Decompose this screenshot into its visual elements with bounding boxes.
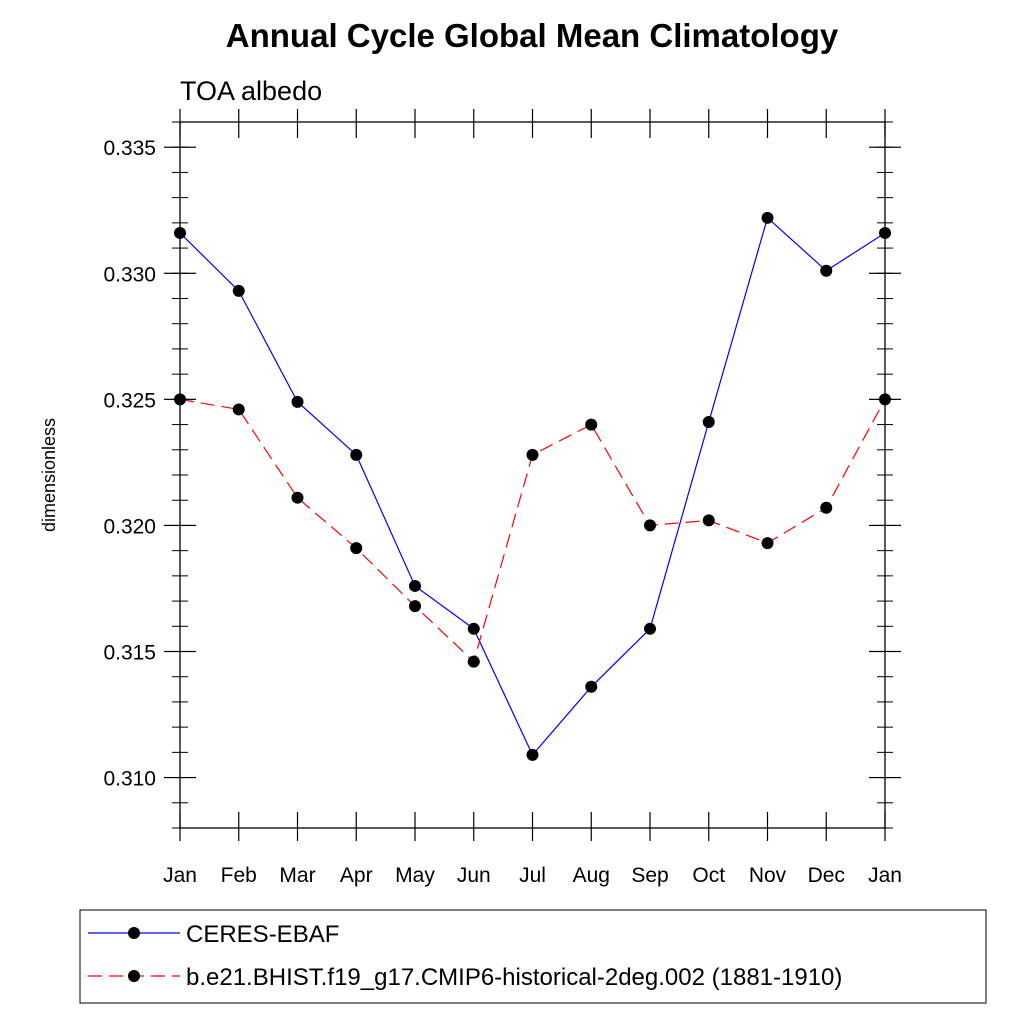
y-tick-label: 0.330 <box>103 263 156 286</box>
data-point <box>879 393 891 406</box>
y-tick-label: 0.335 <box>103 137 156 160</box>
data-point <box>232 403 245 416</box>
legend-label: b.e21.BHIST.f19_g17.CMIP6-historical-2de… <box>186 964 842 991</box>
x-tick-label: Jan <box>868 864 902 887</box>
x-tick-label: Feb <box>221 864 257 887</box>
data-point <box>409 600 421 613</box>
legend-label: CERES-EBAF <box>186 921 339 948</box>
legend-group: CERES-EBAF b.e21.BHIST.f19_g17.CMIP6-hist… <box>88 921 842 991</box>
data-point <box>467 655 480 668</box>
data-point <box>291 491 304 504</box>
data-point <box>702 514 715 527</box>
data-point <box>585 418 598 431</box>
x-tick-label: Oct <box>692 864 725 887</box>
data-point <box>526 448 539 461</box>
y-tick-label: 0.310 <box>103 768 156 791</box>
chart-title: Annual Cycle Global Mean Climatology <box>226 17 839 54</box>
axes-group: Jan Feb Mar Apr May Jun Jul Aug Sep Oct Nov Dec Jan 0… <box>103 109 902 887</box>
data-point <box>820 264 833 277</box>
x-tick-label: Apr <box>340 864 373 887</box>
x-tick-label: Sep <box>631 864 668 887</box>
x-tick-label: Mar <box>279 864 315 887</box>
x-tick-label: Jan <box>163 864 197 887</box>
legend-marker <box>128 970 140 982</box>
data-point <box>644 622 656 635</box>
data-point <box>761 211 774 224</box>
x-tick-label: May <box>395 864 435 887</box>
y-tick-label: 0.325 <box>103 389 156 412</box>
data-point <box>350 542 363 555</box>
x-tick-label: Jul <box>519 864 546 887</box>
legend-marker <box>128 927 140 939</box>
x-tick-label: Aug <box>573 864 610 887</box>
data-point <box>702 416 715 429</box>
x-tick-label: Jun <box>457 864 491 887</box>
data-point <box>174 226 186 239</box>
data-point <box>174 393 186 406</box>
legend-box <box>79 909 987 1004</box>
data-point <box>467 622 480 635</box>
data-point <box>291 395 304 408</box>
y-axis-label: dimensionless <box>39 418 59 532</box>
y-tick-label: 0.315 <box>103 642 156 665</box>
x-tick-label: Nov <box>749 864 787 887</box>
series-group <box>174 211 891 761</box>
data-point <box>350 448 363 461</box>
y-tick-label: 0.320 <box>103 515 156 538</box>
data-point <box>761 537 774 550</box>
data-point <box>409 579 421 592</box>
data-point <box>232 284 245 297</box>
data-point <box>644 519 656 532</box>
data-point <box>526 748 539 761</box>
series-line <box>179 216 886 756</box>
chart-subtitle: TOA albedo <box>180 76 322 106</box>
data-point <box>585 680 598 693</box>
data-point <box>820 501 833 514</box>
x-tick-label: Dec <box>808 864 845 887</box>
data-point <box>879 226 891 239</box>
series-line <box>179 398 886 663</box>
